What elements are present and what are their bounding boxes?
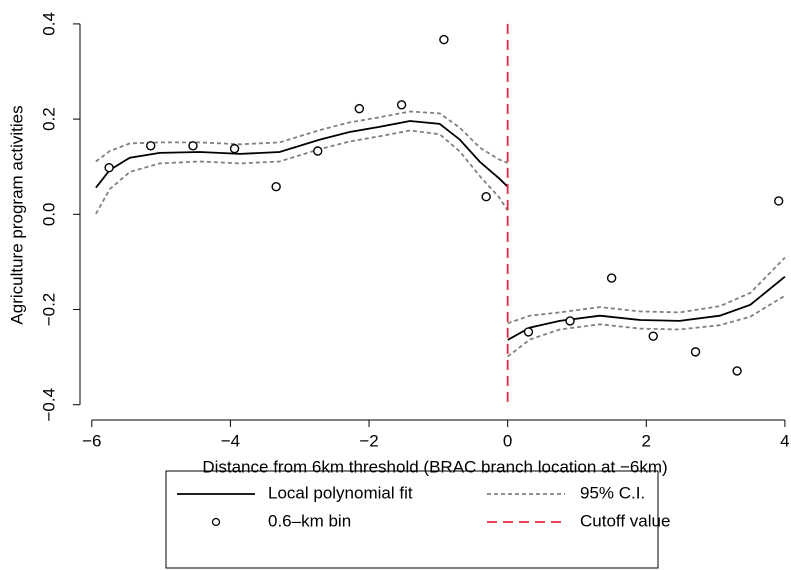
bin-point	[606, 273, 617, 283]
bin-point	[565, 316, 575, 326]
ci-upper	[95, 110, 786, 325]
legend-box	[165, 470, 659, 569]
x-axis-title: Distance from 6km threshold (BRAC branch…	[202, 457, 667, 476]
y-tick-label: −0.4	[39, 388, 58, 422]
bin-point	[271, 182, 281, 192]
bin-point	[229, 143, 240, 154]
legend-label: 0.6–km bin	[268, 511, 351, 530]
bin-point	[188, 141, 198, 151]
fit-line	[95, 120, 786, 341]
y-tick-label: 0.0	[39, 202, 58, 226]
bin-point	[648, 331, 658, 341]
x-tick-label: −4	[221, 431, 240, 450]
bin-point	[354, 103, 365, 114]
x-tick-label: 2	[642, 431, 651, 450]
bin-point	[523, 327, 534, 337]
bin-point	[773, 196, 784, 206]
bin-point	[396, 100, 407, 110]
bin-point	[104, 162, 114, 173]
bin-point	[732, 366, 742, 376]
legend-label: Local polynomial fit	[268, 483, 413, 502]
ci-lower	[95, 129, 786, 358]
legend-bin-swatch	[211, 517, 221, 527]
bin-point	[313, 146, 323, 156]
bin-point	[690, 347, 701, 357]
bin-point	[439, 34, 449, 45]
x-tick-label: 4	[780, 431, 789, 450]
bin-point	[481, 191, 491, 202]
y-tick-label: 0.4	[39, 12, 58, 36]
bin-point	[145, 141, 156, 151]
x-tick-label: 0	[503, 431, 512, 450]
legend-label: Cutoff value	[580, 511, 670, 530]
y-tick-label: 0.2	[39, 107, 58, 131]
legend-label: 95% C.I.	[580, 483, 645, 502]
y-axis-title: Agriculture program activities	[7, 105, 26, 324]
x-tick-label: −6	[82, 431, 101, 450]
y-tick-label: −0.2	[39, 293, 58, 327]
x-tick-label: −2	[359, 431, 378, 450]
